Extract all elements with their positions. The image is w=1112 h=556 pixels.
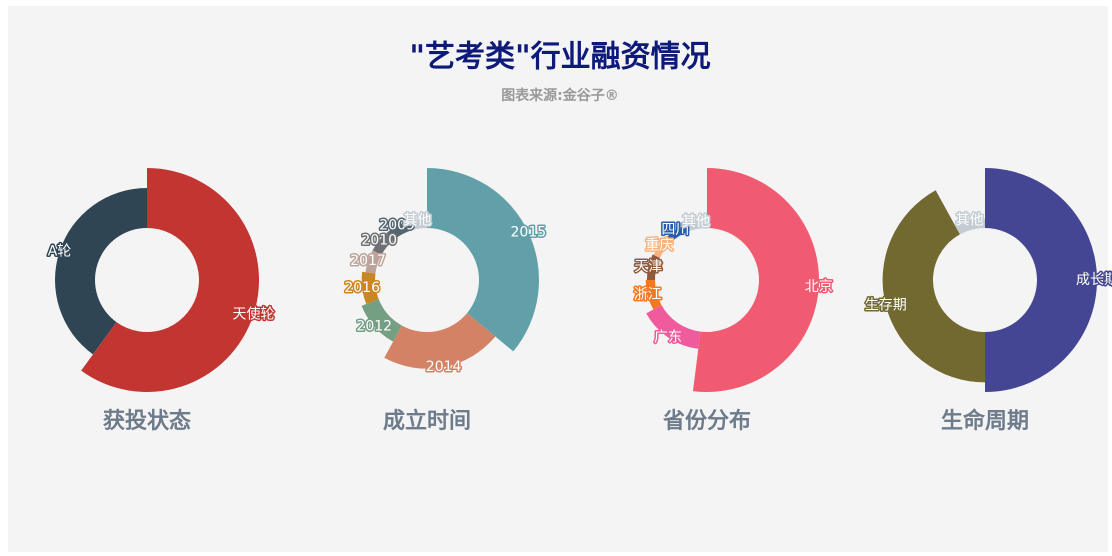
pie-slice <box>685 221 707 232</box>
slice-label: 北京 <box>805 279 833 295</box>
pie-slice <box>882 190 985 383</box>
pie-slice <box>361 299 402 342</box>
slice-label: 成长期 <box>1076 272 1112 288</box>
pie-slice <box>692 168 819 392</box>
pie-slice <box>653 237 672 258</box>
pie-slice <box>54 188 147 355</box>
pie-slice <box>646 254 660 280</box>
pie-slice <box>955 218 985 235</box>
slice-label: 其他 <box>404 212 432 228</box>
slice-label: 2016 <box>344 280 380 296</box>
pie-slice <box>81 168 260 393</box>
pie-slice <box>646 305 701 349</box>
slice-label: 天津 <box>634 259 662 275</box>
chart-title: 省份分布 <box>662 408 751 434</box>
slice-label: 浙江 <box>634 287 662 303</box>
slice-label: A轮 <box>48 244 72 260</box>
chart-title: 成立时间 <box>383 408 471 434</box>
slice-label: 2017 <box>350 253 386 269</box>
pie-slice <box>985 168 1097 392</box>
pie-slice <box>384 313 496 369</box>
slice-label: 天使轮 <box>233 306 275 323</box>
pie-slice <box>666 225 688 243</box>
slice-label: 2015 <box>511 224 547 240</box>
chart-title: 获投状态 <box>103 408 191 434</box>
pie-slice <box>427 168 539 352</box>
pie-slice <box>408 219 427 231</box>
pie-slice <box>645 280 662 310</box>
page-title: "艺考类"行业融资情况 <box>409 40 710 75</box>
slice-label: 重庆 <box>645 237 673 253</box>
slice-label: 2012 <box>356 319 392 335</box>
slice-label: 广东 <box>654 329 682 345</box>
slice-label: 2010 <box>361 232 397 248</box>
slice-label: 2014 <box>426 359 462 375</box>
page-subtitle: 图表来源:金谷子® <box>501 87 619 104</box>
chart-title: 生命周期 <box>941 408 1029 434</box>
pie-slice <box>361 271 379 305</box>
pie-slice <box>372 232 394 255</box>
pie-slice <box>365 250 382 274</box>
slice-label: 生存期 <box>865 297 907 313</box>
pie-slice <box>387 221 411 240</box>
slice-label: 其他 <box>682 214 710 230</box>
slice-label: 2009 <box>379 218 415 234</box>
slice-label: 四川 <box>661 222 689 238</box>
slice-label: 其他 <box>956 212 984 228</box>
